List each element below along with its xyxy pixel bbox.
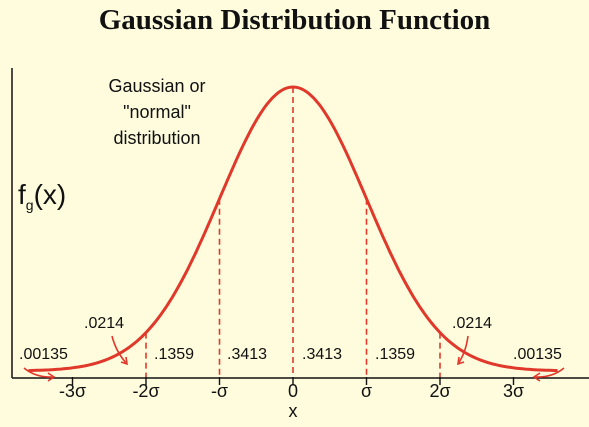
prob-label-left-3413: .3413 (227, 346, 267, 363)
arrow-left-0214 (111, 335, 128, 365)
arrow-right-0214 (457, 335, 469, 365)
arrow-right-tail-head (532, 372, 541, 382)
gaussian-curve (28, 85, 558, 373)
x-tick-label: -σ (211, 381, 228, 401)
x-tick-labels: -3σ -2σ -σ 0 σ 2σ 3σ (59, 381, 524, 401)
page-title: Gaussian Distribution Function (98, 4, 491, 36)
curve-label-line-1: Gaussian or (108, 76, 205, 96)
arrow-left-tail-head (47, 372, 56, 382)
prob-label-right-3413: .3413 (302, 346, 342, 363)
y-axis-label-rest: (x) (34, 179, 67, 210)
prob-label-left-tail: .00135 (19, 346, 68, 363)
sigma-markers (145, 87, 441, 377)
y-axis-label-main: f (18, 179, 26, 210)
arrow-left-tail (23, 367, 55, 378)
prob-label-right-0214: .0214 (452, 315, 492, 332)
x-tick-label: 2σ (429, 381, 450, 401)
y-axis-label-sub: g (26, 197, 34, 213)
arrow-right-tail (533, 367, 565, 378)
curve-label-line-2: "normal" (123, 102, 191, 122)
prob-label-right-tail: .00135 (513, 346, 562, 363)
y-axis-label: fg(x) (18, 179, 66, 213)
pointer-arrows (23, 335, 565, 382)
x-ticks (71, 377, 515, 385)
prob-label-right-1359: .1359 (375, 346, 415, 363)
x-tick-label: 0 (288, 381, 298, 401)
curve-label-line-3: distribution (113, 128, 200, 148)
x-tick-label: -3σ (59, 381, 86, 401)
arrow-right-0214-head (457, 356, 465, 366)
arrow-left-0214-head (120, 356, 128, 366)
prob-label-left-1359: .1359 (154, 346, 194, 363)
x-tick-label: 3σ (503, 381, 524, 401)
prob-label-left-0214: .0214 (84, 315, 124, 332)
x-tick-label: σ (361, 381, 372, 401)
x-tick-label: -2σ (132, 381, 159, 401)
x-axis-label: x (289, 401, 298, 421)
